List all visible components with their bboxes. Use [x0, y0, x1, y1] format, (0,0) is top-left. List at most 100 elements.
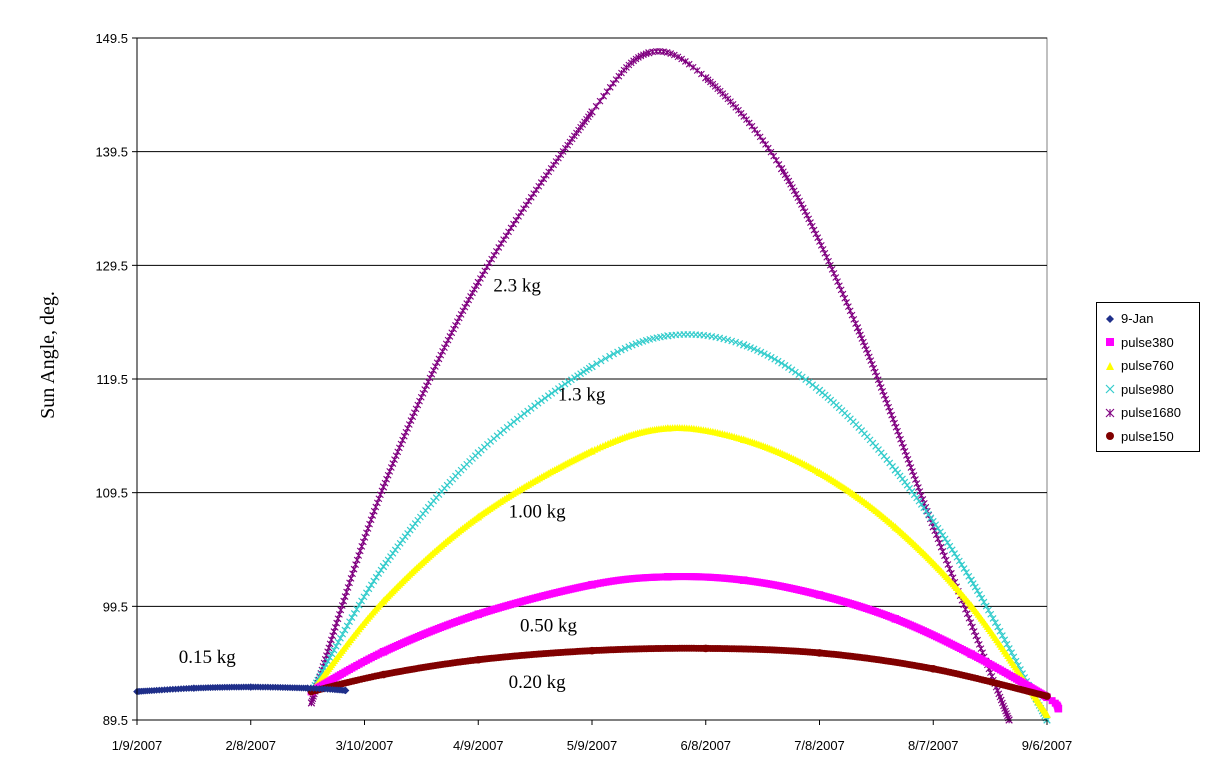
- legend-marker: [1106, 361, 1114, 370]
- series-marker: [349, 570, 356, 578]
- data-point: [379, 596, 388, 605]
- data-point: [379, 670, 388, 679]
- data-point: [815, 649, 824, 657]
- data-point: [664, 424, 672, 432]
- legend-marker: [1106, 314, 1114, 323]
- legend-marker: [1106, 432, 1114, 441]
- series-marker: [913, 494, 921, 502]
- x-tick-label: 1/9/2007: [112, 738, 163, 753]
- data-point: [588, 362, 596, 371]
- series-marker: [670, 51, 678, 59]
- legend-label: 9-Jan: [1121, 311, 1154, 327]
- series-marker: [375, 570, 383, 578]
- x-tick-label: 2/8/2007: [225, 738, 276, 753]
- series-marker: [324, 657, 332, 665]
- y-tick-label: 99.5: [103, 599, 128, 614]
- legend-marker-x-icon: [1105, 384, 1115, 394]
- series-marker: [593, 360, 601, 368]
- axes: [132, 37, 1048, 725]
- series-marker: [336, 610, 343, 618]
- series-marker: [994, 623, 1002, 631]
- series-marker: [1005, 645, 1013, 652]
- series-marker: [720, 335, 728, 343]
- series-marker: [736, 340, 744, 347]
- series-marker: [1003, 640, 1011, 648]
- x-tick-label: 5/9/2007: [567, 738, 618, 753]
- series-marker: [927, 514, 935, 522]
- data-point: [777, 165, 786, 173]
- data-point: [474, 278, 482, 287]
- series-marker: [747, 344, 754, 351]
- series-marker: [944, 539, 951, 546]
- series-marker: [788, 366, 796, 374]
- series-marker: [602, 355, 609, 362]
- legend-marker-diamond-icon: [1106, 314, 1114, 323]
- data-point: [664, 332, 672, 340]
- series-marker: [352, 561, 359, 568]
- data-point: [815, 591, 824, 599]
- data-point: [815, 386, 824, 395]
- data-point: [379, 648, 388, 656]
- series-marker: [333, 619, 341, 627]
- data-point: [664, 572, 672, 581]
- series-marker: [965, 572, 973, 580]
- series-marker: [996, 627, 1004, 635]
- series-marker: [674, 53, 682, 61]
- legend-item: pulse150: [1103, 425, 1193, 449]
- data-point: [702, 74, 710, 82]
- series-marker: [936, 528, 944, 536]
- y-tick-label: 119.5: [96, 372, 128, 387]
- series-marker: [330, 628, 338, 635]
- series-marker: [985, 606, 992, 614]
- annotation-label: 1.3 kg: [558, 385, 606, 406]
- series-marker: [910, 491, 918, 499]
- series-marker: [991, 619, 999, 627]
- series-marker: [946, 542, 954, 550]
- series-marker: [551, 387, 559, 395]
- series-marker: [621, 344, 629, 352]
- data-point: [891, 615, 900, 623]
- series-marker: [982, 602, 990, 610]
- data-point: [474, 449, 482, 457]
- data-series: [133, 47, 1063, 724]
- data-point: [303, 684, 312, 692]
- series-marker: [391, 546, 399, 554]
- series-marker: [384, 556, 392, 564]
- series-marker: [534, 399, 542, 407]
- legend-label: pulse1680: [1121, 405, 1181, 421]
- x-tick-labels: 1/9/2007 2/8/2007 3/10/2007 4/9/2007 5/9/200…: [112, 738, 1073, 753]
- series-marker: [1001, 636, 1009, 644]
- series-marker: [759, 137, 767, 144]
- series-marker: [328, 650, 336, 658]
- series-marker: [567, 376, 575, 384]
- series-marker: [348, 614, 356, 622]
- series-marker: [925, 511, 932, 518]
- series-marker: [353, 605, 361, 613]
- series-marker: [953, 553, 961, 561]
- annotation-label: 0.20 kg: [509, 672, 567, 693]
- series-marker: [367, 581, 375, 589]
- series-marker: [343, 588, 350, 596]
- series-marker: [716, 334, 724, 342]
- data-point: [967, 576, 975, 584]
- series-marker: [355, 552, 363, 559]
- y-tick-labels: 89.5 99.5 109.5 119.5 129.5 139.5 149.5: [95, 31, 128, 728]
- annotation-label: 0.15 kg: [179, 647, 237, 668]
- legend-marker: [1105, 384, 1115, 394]
- data-point: [474, 655, 483, 664]
- series-marker: [976, 590, 983, 598]
- series-marker: [754, 129, 761, 137]
- series-marker: [609, 79, 617, 87]
- series-marker: [617, 346, 625, 354]
- series-marker: [334, 615, 342, 623]
- legend-label: pulse150: [1121, 428, 1174, 444]
- series-marker: [330, 646, 338, 654]
- series-marker: [785, 364, 792, 371]
- series-marker: [389, 549, 397, 557]
- series-marker: [603, 88, 611, 95]
- x-tick-label: 6/8/2007: [680, 738, 731, 753]
- series-marker: [667, 50, 675, 57]
- series-marker: [336, 634, 344, 642]
- y-tick-label: 149.5: [95, 31, 128, 46]
- x-tick-label: 8/7/2007: [908, 738, 959, 753]
